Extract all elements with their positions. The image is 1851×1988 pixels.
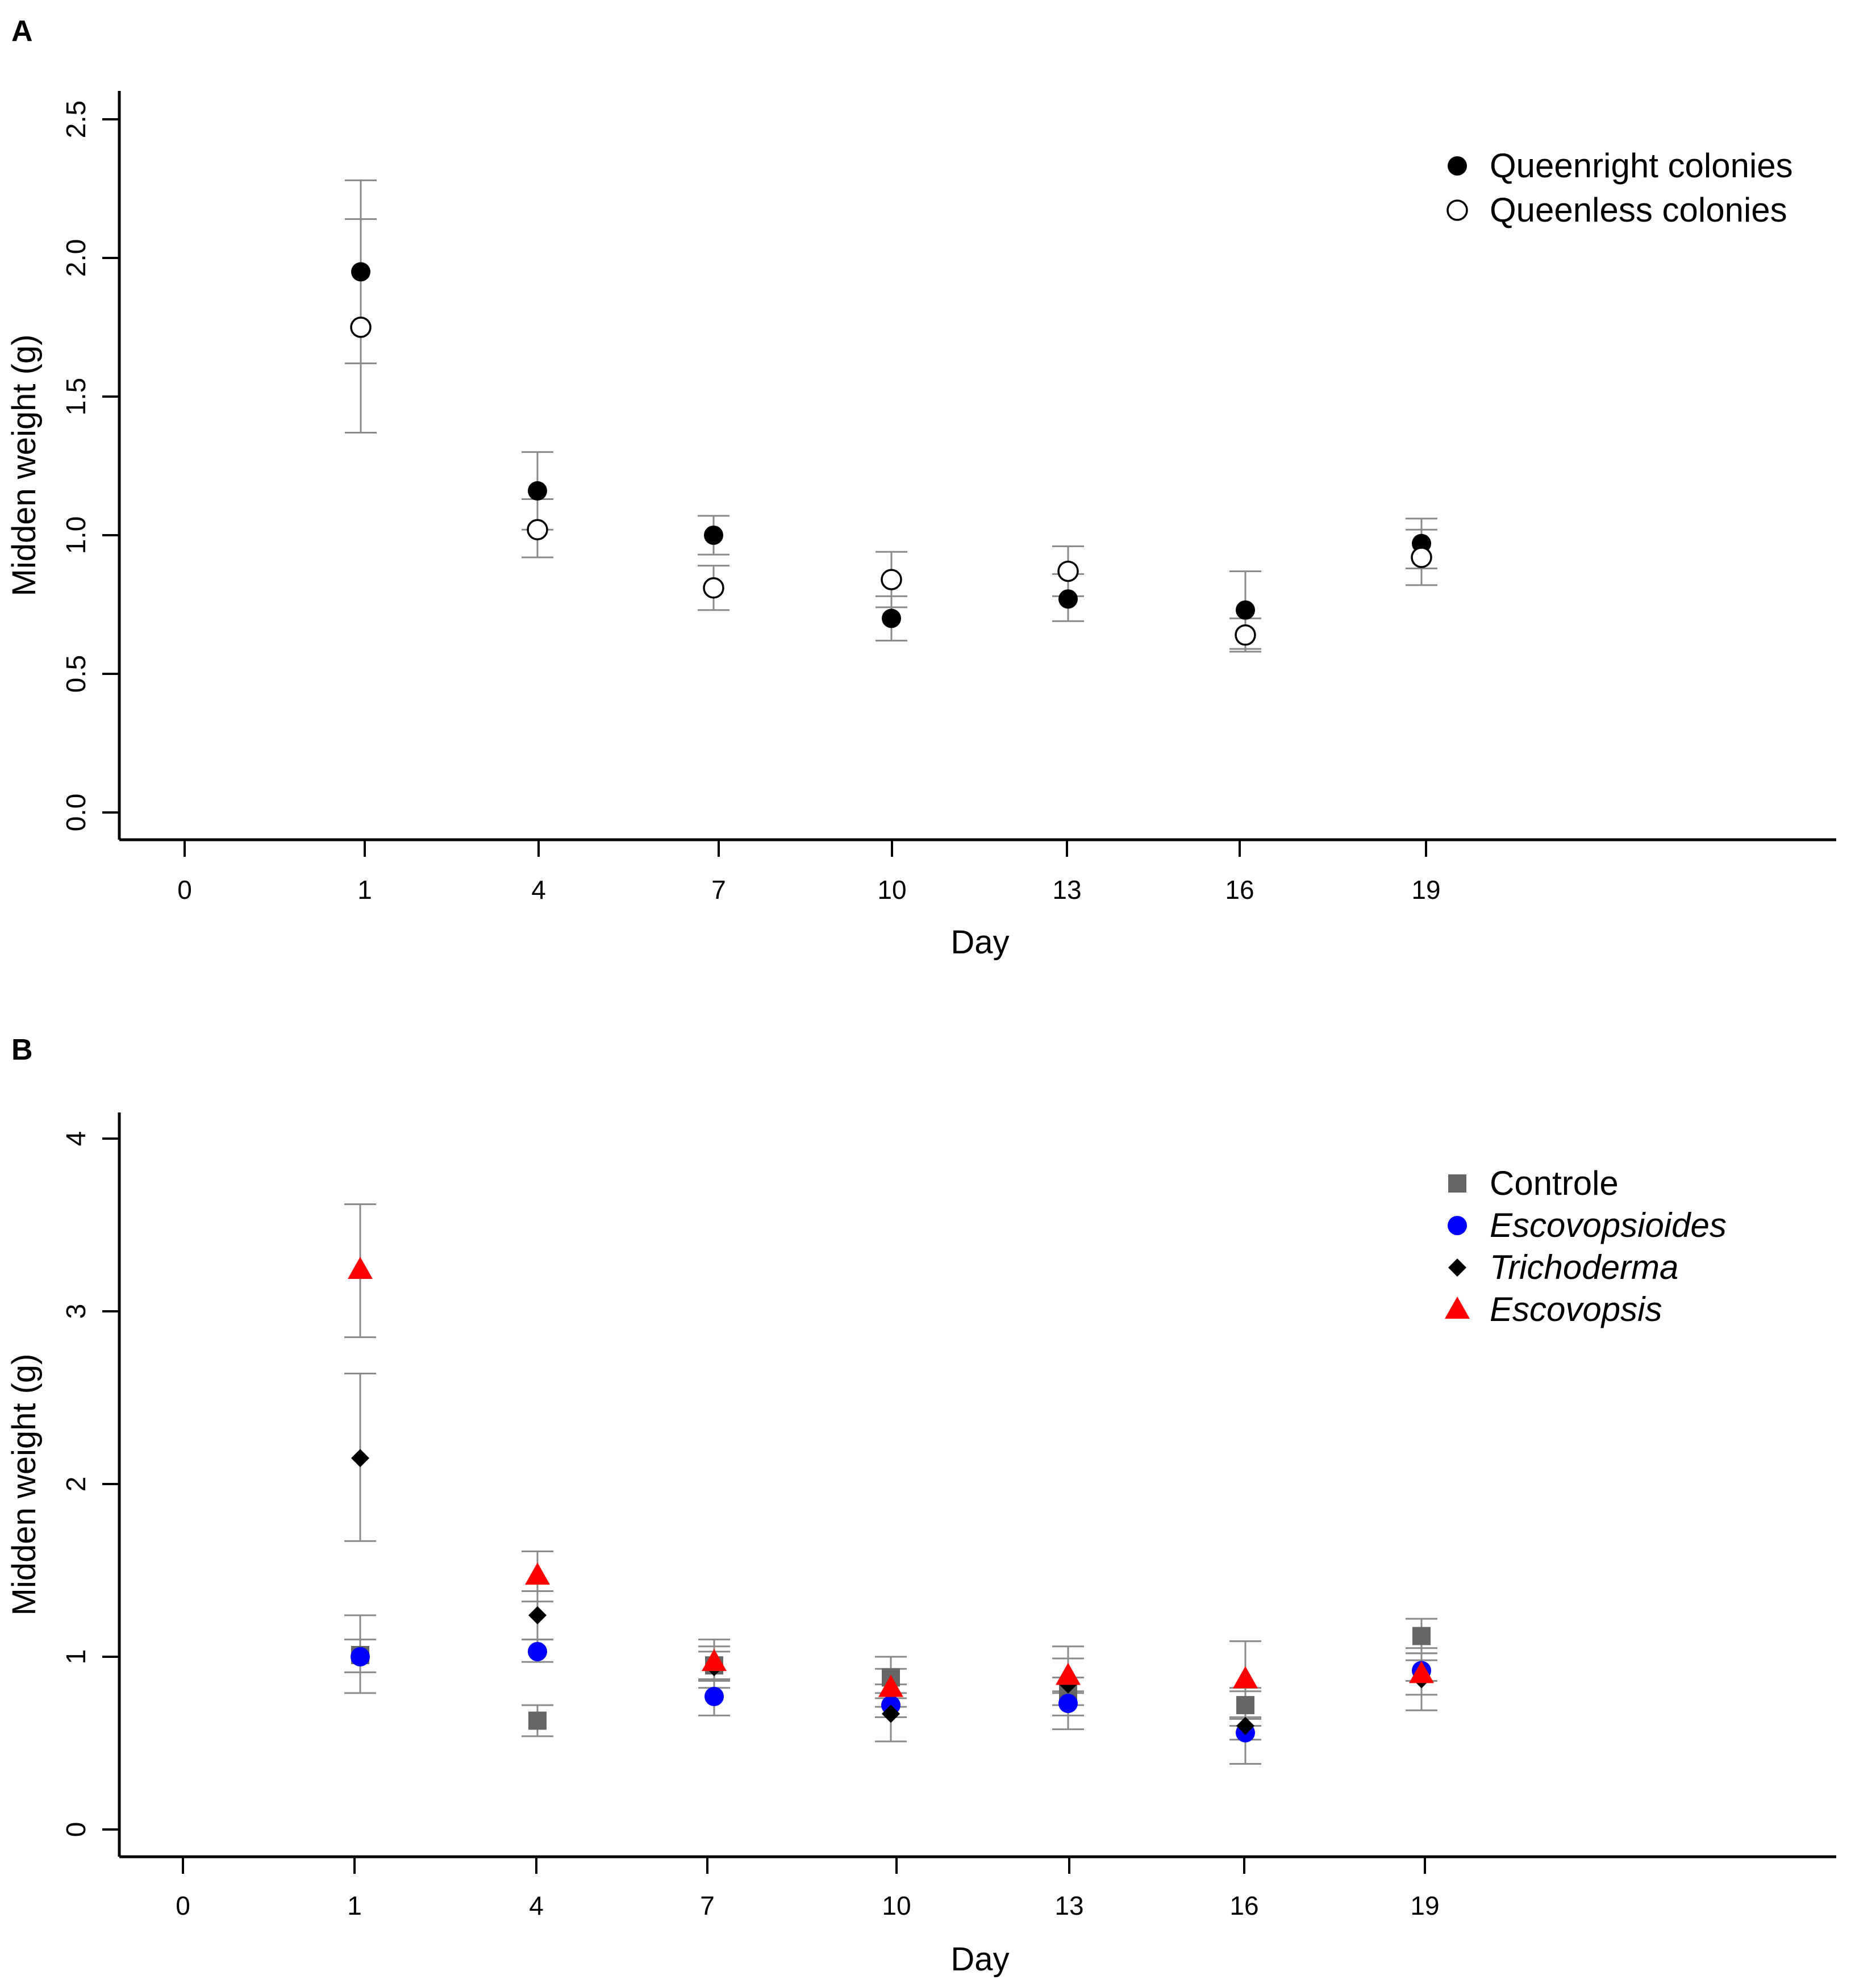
panel-a-x-tick-label: 16 xyxy=(1225,875,1254,905)
panel-b-x-axis-label: Day xyxy=(950,1941,1009,1978)
panel-a-point-queenright-colonies xyxy=(351,262,370,282)
panel-a-legend-label: Queenright colonies xyxy=(1490,147,1793,185)
panel-a-legend-label: Queenless colonies xyxy=(1490,191,1787,229)
panel-b-letter: B xyxy=(11,1033,33,1066)
panel-b-x-tick-label: 10 xyxy=(882,1891,911,1920)
panel-a-y-axis-label: Midden weight (g) xyxy=(6,335,43,597)
panel-b-point-trichoderma xyxy=(882,1704,900,1723)
panel-a-point-queenright-colonies xyxy=(528,481,547,501)
panel-b-legend-label: Trichoderma xyxy=(1490,1248,1678,1286)
panel-b-legend-label: Controle xyxy=(1490,1164,1619,1202)
panel-a-x-axis-label: Day xyxy=(950,924,1009,961)
panel-a-y-tick-label: 2.5 xyxy=(61,101,91,139)
panel-a-legend-marker xyxy=(1446,199,1468,221)
panel-b-point-escovopsis xyxy=(878,1674,903,1697)
panel-a-point-queenless-colonies xyxy=(527,519,548,540)
panel-b-point-escovopsis xyxy=(1233,1666,1258,1689)
panel-a-letter: A xyxy=(11,15,33,48)
panel-b-point-escovopsioides xyxy=(351,1647,370,1666)
panel-b-point-escovopsioides xyxy=(704,1686,724,1706)
panel-b-x-tick-label: 0 xyxy=(176,1891,190,1920)
panel-a-point-queenright-colonies xyxy=(704,526,723,545)
panel-a-legend-marker xyxy=(1448,156,1467,176)
panel-a-x-tick-label: 7 xyxy=(711,875,726,905)
panel-b-x-tick-label: 4 xyxy=(529,1891,544,1920)
panel-b-point-escovopsis xyxy=(1409,1661,1434,1683)
panel-a-point-queenless-colonies xyxy=(881,569,902,590)
panel-a-point-queenless-colonies xyxy=(1235,624,1256,646)
panel-a-x-tick-label: 19 xyxy=(1411,875,1440,905)
panel-b-point-trichoderma xyxy=(1236,1716,1254,1735)
panel-a-point-queenright-colonies xyxy=(1058,589,1078,609)
panel-b-x-tick-label: 7 xyxy=(700,1891,715,1920)
panel-a-y-tick-label: 0.5 xyxy=(61,655,91,693)
panel-a-point-queenright-colonies xyxy=(1236,600,1255,620)
panel-b-point-escovopsioides xyxy=(1058,1694,1078,1714)
panel-b-y-tick-label: 2 xyxy=(61,1477,91,1492)
panel-b-y-tick-label: 3 xyxy=(61,1304,91,1319)
panel-b-legend-label: Escovopsis xyxy=(1490,1290,1662,1328)
panel-a-point-queenless-colonies xyxy=(350,316,372,338)
panel-a-chart: A 0.0 0.5 1.0 1.5 2.0 2.5 0 1 4 7 10 13 16 19 Day Midden… xyxy=(6,15,1836,961)
panel-b-chart: B 0 1 2 3 4 0 1 4 7 10 13 16 19 Day Midden weight (g) Co… xyxy=(6,1033,1836,1978)
panel-a-x-tick-label: 0 xyxy=(177,875,192,905)
panel-b-point-controle xyxy=(1236,1696,1254,1715)
panel-b-point-escovopsioides xyxy=(528,1641,547,1661)
panel-b-x-tick-label: 1 xyxy=(347,1891,362,1920)
panel-b-legend-marker xyxy=(1448,1258,1466,1277)
panel-a-point-queenless-colonies xyxy=(703,577,724,599)
panel-b-legend-label: Escovopsioides xyxy=(1490,1206,1727,1244)
panel-b-x-tick-label: 16 xyxy=(1229,1891,1258,1920)
panel-a-point-queenless-colonies xyxy=(1411,547,1432,568)
panel-b-point-escovopsis xyxy=(348,1257,373,1280)
panel-b-y-tick-label: 0 xyxy=(61,1822,91,1837)
panel-a-y-tick-label: 1.0 xyxy=(61,516,91,555)
panel-b-point-trichoderma xyxy=(528,1606,547,1625)
panel-b-x-tick-label: 13 xyxy=(1054,1891,1083,1920)
panel-a-y-tick-label: 2.0 xyxy=(61,239,91,277)
panel-a-x-tick-label: 1 xyxy=(357,875,372,905)
panel-b-point-escovopsis xyxy=(1056,1662,1081,1685)
panel-b-point-controle xyxy=(528,1711,547,1730)
panel-a-point-queenless-colonies xyxy=(1057,560,1079,582)
panel-b-legend-marker xyxy=(1448,1174,1466,1193)
panel-b-point-controle xyxy=(1412,1627,1431,1645)
panel-b-x-tick-label: 19 xyxy=(1410,1891,1439,1920)
panel-b-legend-marker xyxy=(1448,1216,1467,1235)
panel-a-y-tick-label: 0.0 xyxy=(61,794,91,832)
panel-b-y-tick-label: 4 xyxy=(61,1131,91,1147)
panel-a-x-tick-label: 4 xyxy=(531,875,546,905)
panel-b-y-axis-label: Midden weight (g) xyxy=(6,1354,43,1616)
panel-b-point-escovopsis xyxy=(525,1562,550,1585)
panel-a-x-tick-label: 10 xyxy=(877,875,906,905)
panel-a-point-queenright-colonies xyxy=(882,609,901,628)
panel-b-legend-marker xyxy=(1445,1297,1470,1319)
panel-b-y-tick-label: 1 xyxy=(61,1649,91,1665)
panel-b-point-escovopsis xyxy=(702,1649,727,1672)
panel-a-x-tick-label: 13 xyxy=(1052,875,1081,905)
panel-b-point-trichoderma xyxy=(351,1449,369,1468)
panel-a-y-tick-label: 1.5 xyxy=(61,378,91,416)
